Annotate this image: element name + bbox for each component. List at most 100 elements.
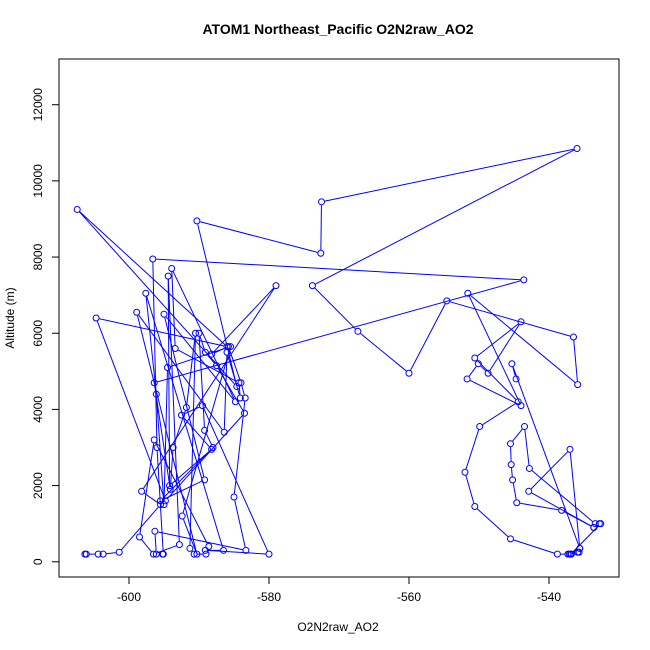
data-point — [160, 501, 168, 509]
series-segment — [229, 349, 241, 380]
data-point — [201, 546, 209, 554]
series-segment — [167, 415, 243, 499]
data-point — [99, 550, 107, 558]
data-point — [514, 398, 522, 406]
series-segment — [512, 428, 523, 442]
series-segment — [141, 539, 152, 552]
data-point — [590, 523, 598, 531]
data-point — [576, 544, 584, 552]
series-segment — [144, 492, 159, 504]
chart-title: ATOM1 Northeast_Pacific O2N2raw_AO2 — [202, 21, 473, 37]
data-point — [509, 476, 517, 484]
data-point — [220, 546, 227, 554]
data-point — [164, 272, 172, 280]
series-segment — [217, 368, 244, 411]
data-point — [517, 318, 525, 326]
series-segment — [186, 336, 196, 405]
series-segment — [213, 287, 275, 353]
series-segment — [152, 262, 158, 445]
series-segment — [512, 366, 516, 376]
plot-frame — [58, 58, 620, 578]
data-point — [159, 550, 167, 558]
data-point — [464, 289, 472, 297]
series-segment — [470, 295, 576, 383]
data-point — [525, 464, 533, 472]
data-point — [220, 428, 228, 436]
x-tick-label: -580 — [257, 590, 281, 604]
data-point — [443, 297, 451, 305]
series-segment — [320, 205, 322, 250]
data-point — [508, 360, 516, 368]
data-point — [525, 487, 533, 495]
data-point — [142, 289, 150, 297]
data-point — [92, 314, 100, 322]
data-point — [476, 423, 484, 431]
data-point — [242, 546, 250, 554]
data-point — [213, 362, 220, 370]
series-segment — [79, 211, 225, 345]
data-point — [570, 333, 577, 341]
series-segment — [205, 433, 212, 445]
data-point — [168, 264, 176, 272]
data-point — [151, 527, 159, 535]
data-point — [573, 145, 581, 153]
data-point — [133, 308, 141, 316]
data-point — [471, 354, 479, 362]
data-point — [507, 461, 515, 469]
series-segment — [482, 403, 516, 426]
series-segment — [207, 354, 215, 364]
data-point — [574, 381, 582, 389]
data-point — [157, 501, 164, 509]
data-point — [161, 497, 169, 505]
series-segment — [208, 550, 266, 555]
y-tick-label: 6000 — [31, 320, 45, 347]
data-point — [597, 520, 605, 528]
data-point — [209, 444, 217, 451]
series-segment — [156, 450, 164, 551]
data-point — [166, 485, 174, 493]
series-segment — [167, 279, 180, 542]
data-point — [193, 550, 201, 558]
data-point — [201, 476, 209, 484]
series-segment — [139, 443, 155, 534]
series-segment — [79, 211, 235, 385]
series-segment — [96, 321, 165, 498]
series-segment — [315, 149, 575, 285]
series-segment — [480, 365, 487, 372]
series-segment — [524, 429, 530, 466]
series-segment — [314, 287, 356, 330]
data-point — [171, 344, 179, 352]
series-segment — [164, 317, 205, 477]
y-axis-label: Altitude (m) — [3, 287, 17, 348]
data-point — [231, 398, 239, 406]
series-segment — [489, 324, 520, 371]
data-point — [186, 544, 194, 552]
series-segment — [182, 349, 231, 513]
series-segment — [520, 502, 559, 511]
data-point — [241, 409, 248, 417]
series-segment — [183, 417, 210, 448]
series-segment — [189, 336, 196, 546]
series-segment — [469, 380, 519, 405]
x-tick-label: -560 — [397, 590, 421, 604]
data-point — [193, 217, 201, 225]
y-tick-label: 12000 — [31, 88, 45, 122]
data-point — [227, 343, 234, 351]
data-point — [152, 390, 160, 398]
series-segment — [531, 470, 593, 522]
x-axis-label: O2N2raw_AO2 — [297, 620, 379, 634]
series-segment — [200, 221, 318, 253]
series-segment — [241, 385, 245, 395]
series-segment — [223, 355, 228, 429]
series-segment — [360, 333, 407, 372]
series-segment — [564, 511, 592, 527]
series-segment — [154, 534, 157, 551]
series-segment — [410, 303, 446, 371]
data-point — [575, 548, 583, 556]
data-point — [520, 276, 528, 284]
series-segment — [121, 506, 159, 551]
data-point — [463, 375, 471, 383]
series-segment — [106, 552, 116, 555]
data-point — [521, 423, 528, 431]
series-segment — [162, 449, 211, 499]
